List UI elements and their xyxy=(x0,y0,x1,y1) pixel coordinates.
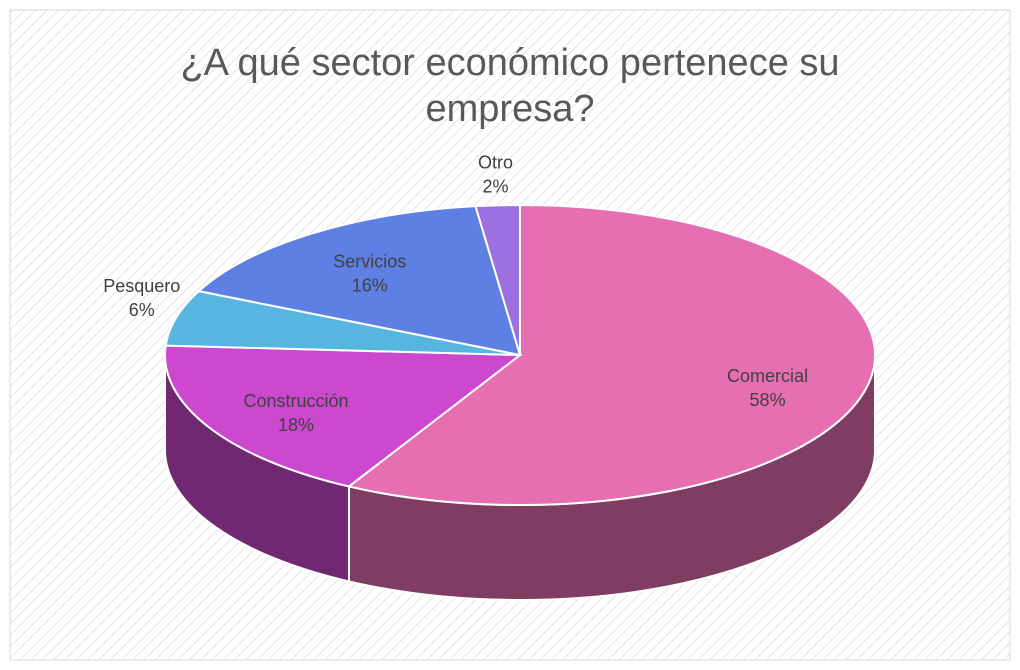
value-label: 58% xyxy=(750,390,786,410)
slice xyxy=(164,290,521,356)
value-label: 6% xyxy=(129,300,155,320)
chart-title: ¿A qué sector económico pertenece su emp… xyxy=(180,42,840,130)
slice xyxy=(196,205,522,357)
data-label: Pesquero 6% xyxy=(103,276,180,320)
value-label: 18% xyxy=(278,415,314,435)
data-label: Construcción 18% xyxy=(243,391,348,435)
data-label: Servicios 16% xyxy=(333,252,406,296)
category-label: Pesquero xyxy=(103,276,180,296)
category-label: Servicios xyxy=(333,252,406,272)
data-label: Comercial 58% xyxy=(727,366,808,410)
value-label: 16% xyxy=(352,276,388,296)
category-label: Otro xyxy=(478,152,513,172)
value-label: 2% xyxy=(482,176,508,196)
data-label: Otro 2% xyxy=(478,152,513,196)
slice xyxy=(474,203,521,356)
slice xyxy=(346,203,876,506)
category-label: Construcción xyxy=(243,391,348,411)
slice xyxy=(164,344,523,488)
category-label: Comercial xyxy=(727,366,808,386)
